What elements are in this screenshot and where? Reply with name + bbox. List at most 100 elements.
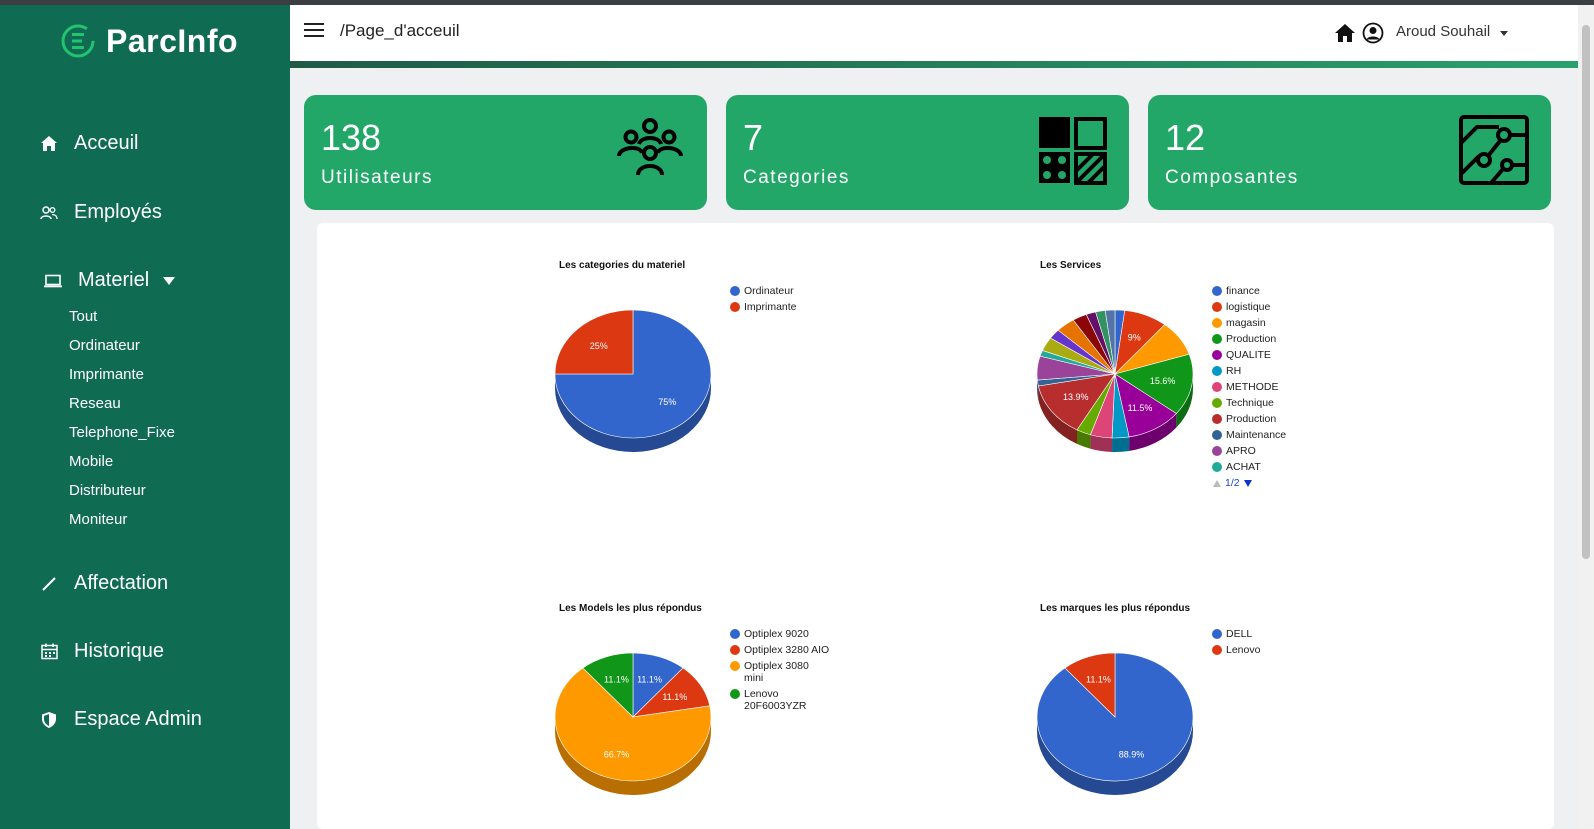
user-menu[interactable]: Aroud Souhail [1396,23,1491,40]
legend-label: Lenovo [1226,644,1261,656]
pie-slice[interactable] [1114,353,1194,414]
sidebar-item-espace-admin[interactable]: Espace Admin [38,708,202,731]
circuit-icon [1459,115,1529,185]
legend-swatch [1212,302,1222,312]
caret-down-icon[interactable] [1500,31,1508,36]
legend-item[interactable]: Technique [1212,397,1332,409]
pie-chart-categories[interactable]: 75% 25% [555,310,725,465]
legend-item[interactable]: Lenovo [1212,644,1332,656]
pie-slice[interactable] [555,310,634,375]
charts-panel: Les categories du materiel 75% 25% Ordina… [317,223,1554,829]
legend-item[interactable]: DELL [1212,628,1332,640]
home-icon[interactable] [1334,23,1356,43]
legend-swatch [1212,334,1222,344]
submenu-item-moniteur[interactable]: Moniteur [69,511,128,528]
sidebar-item-acceuil[interactable]: Acceuil [38,132,138,155]
sidebar-item-label: Historique [74,640,165,662]
submenu-item-reseau[interactable]: Reseau [69,395,121,412]
legend-label: Production [1226,333,1277,345]
pencil-icon [38,573,60,595]
pie-slice[interactable] [582,653,634,718]
pager-label: 1/2 [1225,477,1240,489]
submenu-item-distributeur[interactable]: Distributeur [69,482,146,499]
stat-card-composantes[interactable]: 12 Composantes [1148,95,1551,210]
legend-item[interactable]: finance [1212,285,1332,297]
stat-value: 7 [743,117,764,158]
sidebar: ParcInfo Acceuil Employés Materiel Tout … [0,5,290,829]
submenu-item-ordinateur[interactable]: Ordinateur [69,337,140,354]
chevron-down-icon[interactable] [163,276,176,285]
pie-slice-side [1090,434,1113,452]
legend-item[interactable]: METHODE [1212,381,1332,393]
main-content: /Page_d'acceuil Aroud Souhail 138 Utilis… [290,5,1578,829]
pager-down-icon[interactable] [1243,479,1253,488]
legend-item[interactable]: ACHAT [1212,461,1332,473]
calendar-icon [38,641,60,663]
pie-slice-label: 9% [1128,333,1141,343]
pie-slice-label: 66.7% [604,749,630,759]
pie-chart-services[interactable]: 9% 15.6% 11.5% 13.9% [1037,310,1207,465]
pager-up-icon[interactable] [1212,479,1222,488]
legend-item[interactable]: Production [1212,333,1332,345]
legend-label: Optiplex 3080 mini [744,660,809,684]
legend-item[interactable]: Production [1212,413,1332,425]
legend-item[interactable]: logistique [1212,301,1332,313]
legend-item[interactable]: Optiplex 3280 AIO [730,644,830,656]
sidebar-item-employes[interactable]: Employés [38,201,162,224]
pie-slice-label: 88.9% [1119,749,1145,759]
stat-card-categories[interactable]: 7 Categories [726,95,1129,210]
pie-slice[interactable] [1064,653,1116,718]
pie-slice-side [1129,413,1177,451]
stat-label: Composantes [1165,167,1299,188]
legend-item[interactable]: Lenovo 20F6003YZR [730,688,830,712]
legend-swatch [1212,318,1222,328]
legend-swatch [730,661,740,671]
legend-swatch [1212,446,1222,456]
legend-item[interactable]: Maintenance [1212,429,1332,441]
pie-slice-label: 11.1% [604,675,629,685]
legend-label: Maintenance [1226,429,1287,441]
chart-title: Les Services [1040,260,1102,271]
legend-item[interactable]: Optiplex 3080 mini [730,660,830,684]
menu-toggle-icon[interactable] [304,23,324,39]
submenu-item-tout[interactable]: Tout [69,308,98,325]
legend-label: Imprimante [744,301,797,313]
pie-slice[interactable] [1038,373,1116,431]
legend-swatch [1212,414,1222,424]
pie-slice-side [1037,717,1193,795]
sidebar-item-historique[interactable]: Historique [38,640,164,663]
legend-swatch [1212,462,1222,472]
legend-swatch [1212,366,1222,376]
legend-pager[interactable]: 1/2 [1212,477,1253,489]
legend-item[interactable]: magasin [1212,317,1332,329]
submenu-item-telephone-fixe[interactable]: Telephone_Fixe [69,424,175,441]
stat-card-utilisateurs[interactable]: 138 Utilisateurs [304,95,707,210]
page-scrollbar[interactable] [1578,5,1594,829]
pie-slice[interactable] [1104,310,1116,375]
legend-item[interactable]: Ordinateur [730,285,850,297]
legend-item[interactable]: APRO [1212,445,1332,457]
legend-label: METHODE [1226,381,1279,393]
sidebar-item-materiel[interactable]: Materiel [42,269,176,292]
pie-slice-label: 25% [590,341,608,351]
sidebar-item-affectation[interactable]: Affectation [38,572,168,595]
pie-chart-models[interactable]: 11.1%11.1%66.7%11.1% [555,653,725,808]
chart-legend: Ordinateur Imprimante [730,285,850,317]
legend-item[interactable]: Imprimante [730,301,850,313]
legend-item[interactable]: Optiplex 9020 [730,628,830,640]
legend-item[interactable]: QUALITE [1212,349,1332,361]
submenu-item-imprimante[interactable]: Imprimante [69,366,145,383]
legend-item[interactable]: RH [1212,365,1332,377]
pie-slice[interactable] [555,667,712,782]
stat-value: 138 [321,117,382,158]
topbar-accent-line [290,61,1578,68]
pie-slice[interactable] [555,310,712,439]
legend-swatch [1212,398,1222,408]
scrollbar-thumb[interactable] [1582,25,1590,559]
submenu-item-mobile[interactable]: Mobile [69,453,114,470]
legend-swatch [1212,629,1222,639]
brand[interactable]: ParcInfo [60,19,238,63]
legend-swatch [1212,430,1222,440]
pie-chart-marques[interactable]: 88.9% 11.1% [1037,653,1207,808]
categories-icon [1039,117,1107,185]
